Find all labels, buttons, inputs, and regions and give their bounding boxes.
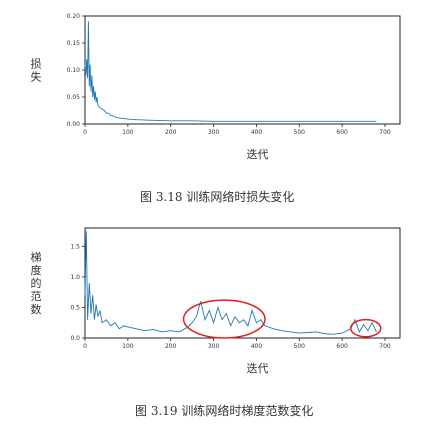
chart2-ytick-label: 0.5 (70, 304, 80, 311)
chart2-ytick-label: 1.0 (70, 274, 80, 281)
caption-fig-3-18: 图 3.18 训练网络时损失变化 (140, 190, 295, 204)
chart2-ytick-label: 1.5 (70, 243, 80, 250)
chart1-xtick-label: 100 (122, 129, 134, 136)
chart1-series-1-line (84, 21, 377, 122)
chart1-ytick-label: 0.00 (67, 121, 81, 128)
chart1-ylabel: 损失 (31, 57, 42, 84)
chart1-ytick-label: 0.15 (67, 40, 81, 47)
chart1-ytick-label: 0.10 (67, 67, 81, 74)
chart1-xlabel: 迭代 (247, 148, 269, 161)
chart2-xtick-label: 0 (83, 343, 87, 350)
chart1-xtick-label: 200 (165, 129, 177, 136)
chart2-xtick-label: 200 (165, 343, 177, 350)
chart2-xtick-label: 100 (122, 343, 134, 350)
chart2-annotation-ellipse-2 (349, 318, 382, 338)
chart1-ytick-label: 0.20 (67, 13, 81, 20)
chart2-annotation-ellipse-1 (182, 299, 266, 339)
chart1-xtick-label: 500 (294, 129, 306, 136)
chart2-ylabel: 梯度的范数 (31, 251, 42, 316)
chart2-xtick-label: 300 (208, 343, 220, 350)
caption-fig-3-19: 图 3.19 训练网络时梯度范数变化 (135, 404, 314, 418)
chart2-xtick-label: 600 (336, 343, 348, 350)
chart2-ytick-label: 0.0 (70, 335, 80, 342)
chart2-xtick-label: 700 (379, 343, 391, 350)
chart1-ytick-label: 0.05 (67, 94, 81, 101)
chart1-xtick-label: 400 (251, 129, 263, 136)
chart2-xtick-label: 500 (294, 343, 306, 350)
chart2-xtick-label: 400 (251, 343, 263, 350)
chart2-frame (84, 227, 401, 339)
chart1-frame (84, 15, 401, 125)
chart2-xlabel: 迭代 (247, 362, 269, 375)
chart1-xtick-label: 300 (208, 129, 220, 136)
chart1-xtick-label: 0 (83, 129, 87, 136)
chart1-xtick-label: 700 (379, 129, 391, 136)
chart2-series-1-line (84, 231, 377, 335)
chart1-xtick-label: 600 (336, 129, 348, 136)
